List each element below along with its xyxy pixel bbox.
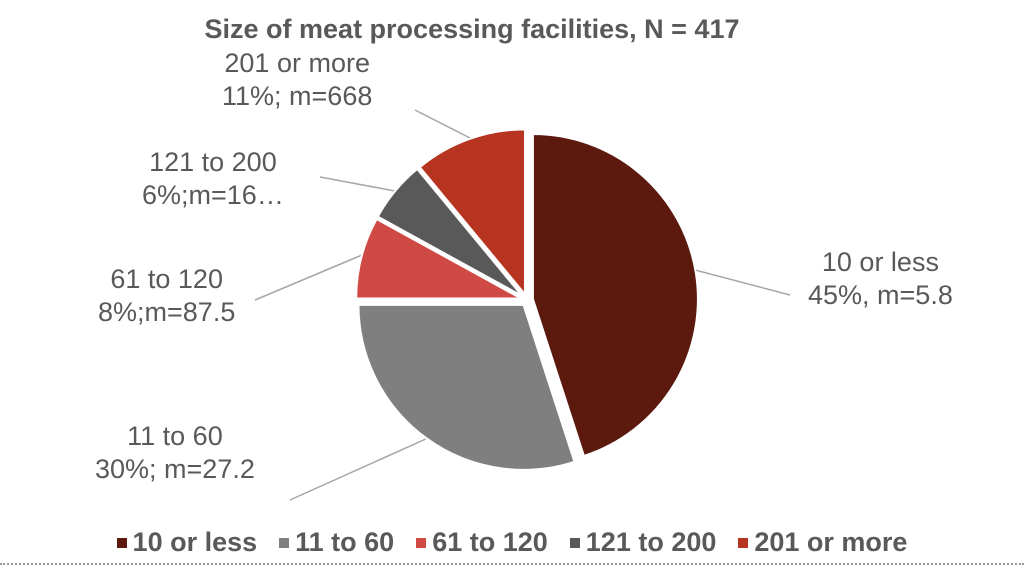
leader-line: [254, 254, 363, 301]
legend-label: 201 or more: [754, 527, 908, 557]
chart-title: Size of meat processing facilities, N = …: [204, 14, 740, 44]
divider: [0, 563, 1024, 565]
pie-slice-201-or-more: [418, 128, 526, 298]
legend-label: 121 to 200: [585, 527, 717, 557]
legend-swatch: [116, 537, 127, 548]
leader-line: [414, 109, 471, 139]
data-label-121-to-200: 121 to 200 6%;m=16…: [142, 147, 284, 210]
pie-slice-11-to-60: [357, 303, 576, 471]
pie-slice-10-or-less: [531, 133, 699, 458]
legend-swatch: [416, 537, 427, 548]
legend-item-121-to-200: 121 to 200: [569, 527, 717, 558]
legend-swatch: [738, 537, 749, 548]
legend-swatch: [279, 537, 290, 548]
legend-item-10-or-less: 10 or less: [116, 527, 258, 558]
legend-item-201-or-more: 201 or more: [738, 527, 907, 558]
legend-item-61-to-120: 61 to 120: [416, 527, 548, 558]
pie-slice-61-to-120: [355, 217, 522, 300]
leader-line: [289, 437, 429, 501]
pie-slice-121-to-200: [376, 167, 524, 298]
leader-line: [694, 269, 791, 296]
data-label-10-or-less: 10 or less 45%, m=5.8: [808, 247, 953, 310]
data-label-11-to-60: 11 to 60 30%; m=27.2: [95, 421, 255, 484]
legend-swatch: [569, 537, 580, 548]
legend-label: 10 or less: [132, 527, 258, 557]
data-label-201-or-more: 201 or more 11%; m=668: [222, 48, 373, 111]
leader-line: [319, 176, 396, 192]
legend-label: 11 to 60: [295, 527, 395, 557]
data-label-61-to-120: 61 to 120 8%;m=87.5: [98, 264, 236, 327]
legend: 10 or less 11 to 60 61 to 120 121 to 200…: [0, 527, 1024, 558]
legend-item-11-to-60: 11 to 60: [279, 527, 394, 558]
legend-label: 61 to 120: [432, 527, 548, 557]
